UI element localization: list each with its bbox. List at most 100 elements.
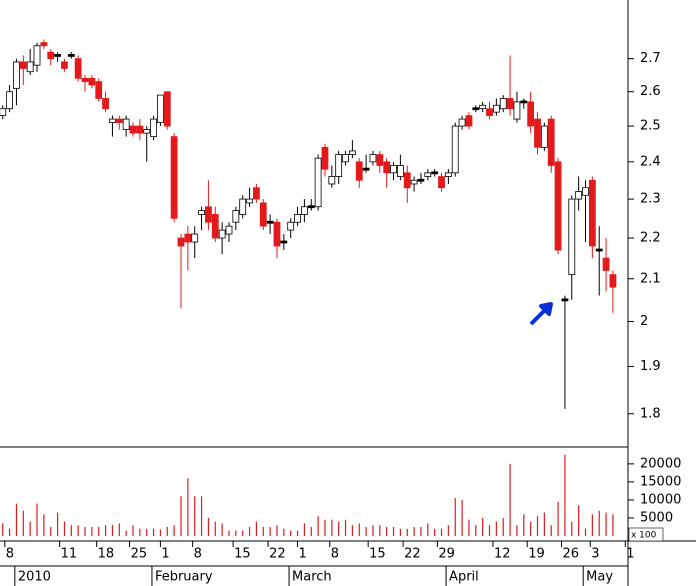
volume-bar — [262, 526, 264, 536]
volume-bar — [139, 528, 141, 536]
volume-bar — [56, 512, 59, 536]
volume-bar — [111, 525, 114, 536]
y-tick-label: 2.6 — [640, 84, 661, 99]
candle-body — [431, 171, 439, 175]
x-tick-label: 8 — [194, 547, 202, 562]
y-tick-label: 20000 — [640, 456, 681, 471]
candle-body — [47, 51, 55, 60]
volume-bar — [440, 528, 443, 536]
x-tick-label: 8 — [6, 547, 14, 562]
volume-bar — [248, 526, 251, 536]
volume-bar — [15, 503, 18, 536]
candle-body — [396, 165, 404, 177]
period-label: March — [292, 570, 332, 585]
volume-bar — [530, 521, 532, 536]
candle-body — [486, 108, 493, 117]
candle-body — [109, 118, 116, 123]
candle-body — [321, 146, 329, 170]
volume-bar — [543, 512, 545, 536]
volume-bar — [70, 525, 72, 536]
volume-bar — [242, 530, 244, 536]
volume-bar — [255, 521, 258, 536]
volume-bar — [173, 525, 175, 536]
candle-body — [115, 118, 123, 123]
volume-bar — [509, 463, 511, 536]
candle-body — [184, 233, 192, 243]
volume-bar — [372, 525, 374, 536]
candle-body — [102, 98, 109, 110]
volume-bar — [434, 528, 436, 536]
candle-body — [575, 191, 583, 200]
x-tick-label: 11 — [61, 547, 78, 562]
x-tick-label: 1 — [299, 547, 307, 562]
candle-body — [191, 233, 199, 243]
candle-body — [61, 61, 68, 69]
candle-body — [122, 118, 130, 130]
y-tick-label: 10000 — [640, 492, 681, 507]
volume-bar — [303, 523, 306, 536]
candle-body — [253, 187, 260, 200]
volume-bar — [187, 478, 189, 536]
x-tick-label: 1 — [626, 547, 634, 562]
volume-bar — [166, 526, 168, 536]
volume-bar — [427, 523, 429, 536]
volume-bar — [152, 528, 155, 536]
candle-body — [465, 115, 473, 127]
x-tick-label: 8 — [331, 547, 339, 562]
volume-bar — [598, 510, 600, 536]
x-tick-label: 25 — [131, 547, 148, 562]
volume-bar — [118, 523, 120, 536]
candle-body — [150, 118, 157, 138]
x-tick-label: 1 — [161, 547, 169, 562]
volume-bar — [36, 503, 38, 536]
candle-body — [74, 58, 82, 79]
candle-body — [6, 91, 13, 110]
candle-body — [547, 118, 555, 166]
volume-bar — [392, 526, 395, 536]
candle-body — [143, 129, 151, 134]
x-tick-label: 15 — [234, 547, 251, 562]
candle-body — [177, 237, 185, 247]
candle-body — [506, 98, 514, 110]
candle-body — [520, 100, 528, 104]
candle-body — [259, 202, 267, 227]
y-tick-label: 2.7 — [640, 51, 661, 66]
candle-body — [390, 165, 397, 174]
volume-bar — [338, 521, 340, 536]
volume-bar — [146, 528, 148, 536]
candle-body — [451, 125, 459, 174]
candle-body — [362, 167, 370, 171]
volume-bar — [365, 526, 367, 536]
candle-body — [273, 221, 281, 247]
candle-body — [554, 161, 562, 251]
candle-body — [534, 118, 541, 148]
volume-bar — [84, 526, 86, 536]
candle-body — [527, 101, 535, 127]
volume-bar — [399, 528, 401, 536]
candle-body — [136, 125, 144, 134]
volume-bar — [358, 523, 360, 536]
period-label: May — [586, 570, 613, 585]
candle-body — [170, 136, 178, 219]
period-label: April — [449, 570, 479, 585]
volume-bar — [351, 525, 353, 536]
candle-body — [0, 108, 7, 117]
volume-bar — [125, 530, 127, 536]
candle-body — [40, 42, 48, 47]
candle-body — [198, 210, 205, 215]
candle-body — [157, 94, 164, 123]
candle-body — [595, 248, 603, 252]
candle-body — [568, 198, 576, 276]
volume-bar — [194, 496, 196, 536]
candle-body — [232, 210, 240, 223]
candle-body — [328, 176, 336, 185]
volume-bar — [502, 517, 504, 536]
y-tick-label: 15000 — [640, 474, 681, 489]
candle-body — [81, 77, 89, 83]
volume-bar — [536, 516, 539, 536]
candle-body — [218, 229, 226, 239]
period-label: February — [155, 570, 213, 585]
volume-bar — [447, 525, 449, 536]
volume-bar — [214, 521, 216, 536]
